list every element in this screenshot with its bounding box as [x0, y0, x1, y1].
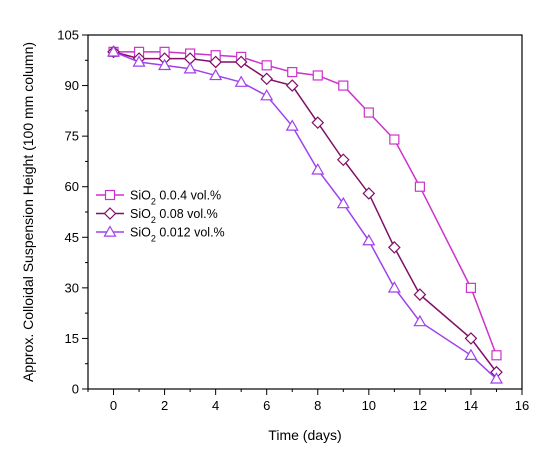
legend-item: SiO2 0.012 vol.%	[96, 225, 225, 244]
legend-label: SiO2 0.012 vol.%	[130, 226, 225, 244]
x-tick-label: 8	[314, 398, 321, 413]
y-tick-label: 105	[57, 28, 79, 43]
data-point	[158, 58, 172, 71]
y-tick-label: 15	[65, 331, 79, 346]
data-point	[234, 75, 248, 87]
plot-frame	[87, 34, 523, 390]
data-point	[285, 79, 299, 92]
series-diamond	[107, 45, 503, 379]
x-tick-label: 10	[362, 398, 376, 413]
y-tick-label: 60	[65, 179, 79, 194]
y-tick-label: 45	[65, 230, 79, 245]
data-point	[413, 314, 427, 327]
y-tick-label: 90	[65, 78, 79, 93]
data-point	[491, 350, 502, 361]
legend-item: SiO2 0.0.4 vol.%	[96, 189, 221, 207]
legend-marker	[103, 225, 117, 237]
data-point	[388, 241, 401, 254]
data-point	[183, 62, 197, 74]
legend-label: SiO2 0.0.4 vol.%	[130, 189, 221, 207]
data-point	[287, 66, 298, 78]
data-point	[362, 233, 376, 246]
y-tick-label: 0	[72, 382, 79, 397]
y-tick-label: 75	[65, 129, 79, 144]
data-point	[389, 134, 400, 145]
data-point	[132, 55, 146, 67]
data-point	[209, 68, 223, 81]
data-point	[363, 107, 374, 118]
data-point	[312, 70, 323, 81]
data-point	[261, 60, 272, 71]
x-tick-label: 2	[161, 398, 168, 413]
y-axis-label: Approx. Colloidal Suspension Height (100…	[20, 42, 36, 382]
series-layer	[106, 45, 504, 384]
x-tick-label: 12	[413, 398, 427, 413]
x-tick-label: 6	[263, 398, 270, 413]
data-point	[465, 282, 477, 293]
data-point	[285, 119, 299, 131]
series-line	[113, 51, 498, 356]
data-point	[464, 332, 478, 345]
legend-label: SiO2 0.08 vol.%	[130, 207, 218, 225]
data-point	[209, 55, 222, 69]
x-tick-label: 0	[110, 398, 117, 413]
legend-item: SiO2 0.08 vol.%	[96, 207, 218, 225]
x-tick-label: 16	[515, 398, 529, 413]
data-point	[260, 88, 274, 101]
data-point	[489, 372, 504, 384]
y-tick-label: 30	[65, 280, 79, 295]
data-point	[311, 116, 325, 130]
data-point	[464, 348, 478, 361]
axes: 0 2 4 6 8 10 12 14 16 0 15 30 45 60 75 90 105	[57, 28, 529, 414]
data-point	[414, 181, 425, 192]
data-point	[338, 80, 349, 91]
data-point	[234, 55, 248, 69]
series-triangle	[106, 45, 504, 384]
data-point	[311, 163, 325, 175]
x-axis-label: Time (days)	[268, 427, 341, 443]
legend-marker	[104, 189, 116, 201]
data-point	[387, 281, 401, 293]
legend: SiO2 0.0.4 vol.%SiO2 0.08 vol.%SiO2 0.01…	[96, 189, 225, 244]
x-tick-label: 4	[212, 398, 219, 413]
data-point	[260, 72, 274, 86]
data-point	[106, 45, 121, 57]
data-point	[413, 288, 427, 301]
x-tick-label: 14	[464, 398, 478, 413]
data-point	[336, 196, 350, 209]
data-point	[362, 187, 376, 200]
data-point	[336, 153, 350, 167]
legend-marker	[103, 207, 117, 220]
